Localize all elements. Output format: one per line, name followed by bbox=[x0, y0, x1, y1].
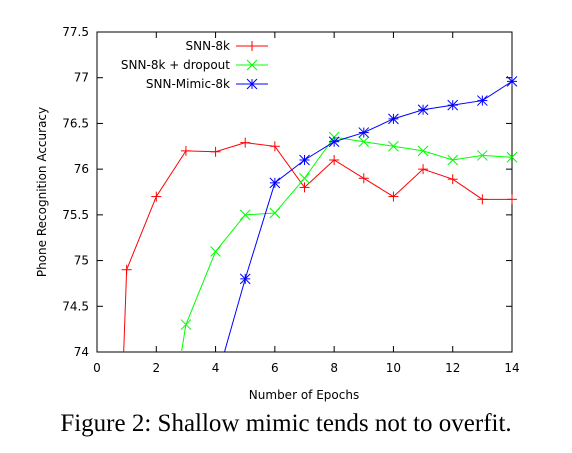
data-point bbox=[180, 319, 192, 330]
data-point bbox=[418, 164, 429, 175]
legend-swatch-marker bbox=[247, 41, 257, 51]
legend-label: SNN-Mimic-8k bbox=[146, 77, 230, 91]
x-tick-label: 4 bbox=[212, 361, 220, 375]
plot-frame bbox=[96, 31, 513, 353]
series-line bbox=[180, 136, 513, 353]
series-line bbox=[223, 80, 513, 353]
legend-item: SNN-8k + dropout bbox=[121, 58, 268, 72]
y-tick-label: 74 bbox=[74, 345, 89, 359]
x-tick-label: 14 bbox=[504, 361, 519, 375]
x-tick-label: 0 bbox=[93, 361, 101, 375]
data-point bbox=[506, 76, 518, 87]
data-point bbox=[477, 194, 488, 205]
data-point bbox=[477, 150, 488, 161]
data-point bbox=[299, 154, 310, 166]
data-point bbox=[506, 151, 518, 163]
data-point bbox=[240, 137, 251, 148]
y-axis-label: Phone Recognition Accuracy bbox=[35, 107, 49, 277]
y-tick-label: 75.5 bbox=[62, 208, 89, 222]
data-point bbox=[507, 194, 517, 205]
y-tick-label: 76.5 bbox=[62, 116, 89, 130]
data-point bbox=[269, 141, 280, 152]
tick-labels: 0 2 4 6 8 10 12 14 74 74.5 75 75.5 76 76.5 77 77.5 bbox=[62, 25, 519, 375]
data-point bbox=[447, 154, 459, 166]
data-point bbox=[121, 264, 132, 275]
data-point bbox=[388, 191, 399, 202]
data-point bbox=[477, 95, 488, 106]
y-tick-label: 75 bbox=[74, 254, 89, 268]
data-point bbox=[358, 173, 369, 184]
legend-item: SNN-8k bbox=[186, 39, 268, 53]
x-axis-label: Number of Epochs bbox=[249, 388, 359, 402]
figure-caption: Figure 2: Shallow mimic tends not to ove… bbox=[60, 410, 512, 437]
legend-swatch-marker bbox=[246, 78, 258, 90]
x-tick-label: 8 bbox=[330, 361, 338, 375]
y-tick-label: 76 bbox=[74, 162, 89, 176]
data-point bbox=[328, 136, 340, 148]
series-1 bbox=[180, 131, 518, 353]
data-point bbox=[358, 127, 370, 138]
data-point bbox=[210, 146, 221, 157]
data-point bbox=[151, 191, 162, 202]
series-0 bbox=[121, 137, 517, 353]
x-tick-label: 10 bbox=[386, 361, 401, 375]
data-point bbox=[210, 246, 221, 257]
data-point bbox=[239, 209, 251, 221]
x-tick-label: 6 bbox=[271, 361, 279, 375]
data-point bbox=[239, 273, 251, 285]
data-point bbox=[447, 174, 458, 185]
y-tick-label: 74.5 bbox=[62, 299, 89, 313]
y-tick-label: 77 bbox=[74, 71, 89, 85]
data-point bbox=[447, 99, 459, 111]
x-tick-label: 12 bbox=[445, 361, 460, 375]
data-point bbox=[180, 145, 191, 156]
legend-label: SNN-8k + dropout bbox=[121, 58, 230, 72]
series-layer bbox=[121, 76, 518, 353]
data-point bbox=[299, 182, 310, 193]
y-tick-label: 77.5 bbox=[62, 25, 89, 39]
data-point bbox=[417, 104, 429, 116]
legend-label: SNN-8k bbox=[186, 39, 231, 53]
legend-item: SNN-Mimic-8k bbox=[146, 77, 268, 91]
data-point bbox=[269, 207, 281, 219]
data-point bbox=[388, 113, 399, 125]
legend: SNN-8k SNN-8k + dropout SNN-Mimic-8k bbox=[121, 39, 268, 91]
data-point bbox=[358, 136, 370, 148]
data-point bbox=[388, 140, 399, 152]
data-point bbox=[417, 145, 429, 157]
data-point bbox=[299, 172, 310, 184]
data-point bbox=[329, 155, 340, 165]
chart: 0 2 4 6 8 10 12 14 74 74.5 75 75.5 76 76.5 77 77.5 SNN-… bbox=[35, 25, 520, 402]
legend-swatch-marker bbox=[246, 59, 258, 71]
tick-marks bbox=[96, 31, 513, 353]
data-point bbox=[269, 177, 281, 189]
x-tick-label: 2 bbox=[152, 361, 160, 375]
series-2 bbox=[223, 76, 518, 353]
